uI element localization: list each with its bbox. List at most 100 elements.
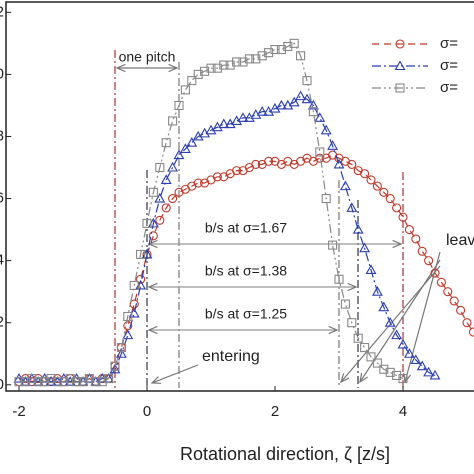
data-point (320, 124, 332, 135)
data-point (366, 175, 376, 185)
legend-label: σ= (440, 79, 458, 96)
data-point (360, 169, 370, 179)
data-point (97, 377, 107, 387)
data-point (270, 45, 280, 55)
data-point (378, 301, 390, 312)
annotation: entering (202, 348, 260, 365)
data-point (123, 311, 133, 322)
legend-symbol (395, 39, 405, 49)
y-tick-label: 8 (0, 127, 4, 144)
data-point (288, 96, 300, 107)
data-point (142, 218, 152, 228)
annotation: b/s at σ=1.25 (205, 306, 287, 322)
data-point (264, 48, 274, 58)
data-point (443, 287, 453, 297)
data-point (346, 202, 358, 212)
series-line (19, 42, 404, 383)
data-point (275, 99, 287, 110)
legend-label: σ= (440, 35, 458, 52)
data-point (423, 366, 435, 377)
data-point (232, 57, 242, 67)
data-point (186, 137, 198, 147)
data-point (397, 338, 409, 349)
data-point (27, 374, 37, 384)
y-tick-label: 2 (0, 314, 4, 331)
data-point (365, 264, 377, 274)
plot-frame (5, 1, 474, 392)
data-point (33, 377, 43, 387)
legend-marker (395, 39, 405, 49)
data-point (371, 286, 383, 296)
data-point (391, 329, 403, 340)
data-point (347, 159, 357, 169)
data-point (366, 352, 376, 362)
data-point (168, 116, 178, 126)
data-point (296, 51, 306, 61)
data-point (321, 194, 331, 204)
annotation: one pitch (119, 49, 176, 65)
data-point (193, 69, 203, 79)
legend-marker (394, 60, 406, 71)
data-point (160, 174, 172, 184)
data-point (212, 63, 222, 73)
data-point (46, 374, 56, 384)
data-point (232, 166, 242, 176)
data-point (219, 60, 229, 70)
data-point (155, 215, 165, 225)
y-tick-label: 0 (0, 65, 4, 82)
data-point (250, 109, 262, 119)
data-point (161, 138, 171, 148)
data-point (276, 45, 286, 55)
data-point (352, 223, 364, 234)
annotation: b/s at σ=1.67 (205, 220, 287, 236)
data-point (339, 180, 351, 191)
data-point (430, 268, 440, 278)
data-point (212, 172, 222, 182)
legend-symbol (394, 60, 406, 71)
data-point (385, 367, 395, 377)
series-line (18, 95, 436, 383)
data-point (161, 203, 171, 213)
data-point (78, 377, 88, 387)
data-point (340, 299, 350, 309)
data-point (449, 296, 459, 306)
annotation: leav (446, 232, 474, 249)
data-point (40, 377, 50, 387)
y-tick-label: 6 (0, 190, 4, 207)
data-point (403, 348, 415, 358)
data-point (436, 277, 446, 287)
data-point (179, 143, 191, 153)
x-tick-label: 0 (143, 403, 151, 420)
data-point (392, 370, 402, 381)
data-point (256, 106, 268, 116)
data-point (468, 327, 474, 337)
data-point (20, 377, 30, 387)
data-point (379, 187, 389, 197)
data-point (136, 249, 146, 259)
data-point (411, 234, 421, 244)
data-point (200, 66, 210, 76)
data-point (148, 231, 158, 241)
data-point (180, 85, 190, 95)
data-point (379, 364, 389, 374)
data-point (424, 256, 434, 266)
data-point (314, 112, 326, 122)
data-point (109, 363, 121, 374)
data-point (398, 374, 408, 384)
data-point (116, 342, 126, 353)
data-point (359, 242, 371, 253)
data-point (251, 159, 261, 169)
data-point (167, 161, 179, 172)
data-point (302, 76, 312, 86)
data-point (154, 192, 166, 203)
data-point (398, 212, 408, 222)
x-axis-label: Rotational direction, ζ [z/s] (180, 444, 390, 464)
x-tick-label: -2 (12, 403, 25, 420)
data-point (65, 374, 75, 384)
series (14, 38, 408, 387)
data-point (353, 333, 363, 343)
data-point (372, 358, 382, 368)
data-point (334, 274, 344, 284)
data-point (110, 361, 120, 371)
